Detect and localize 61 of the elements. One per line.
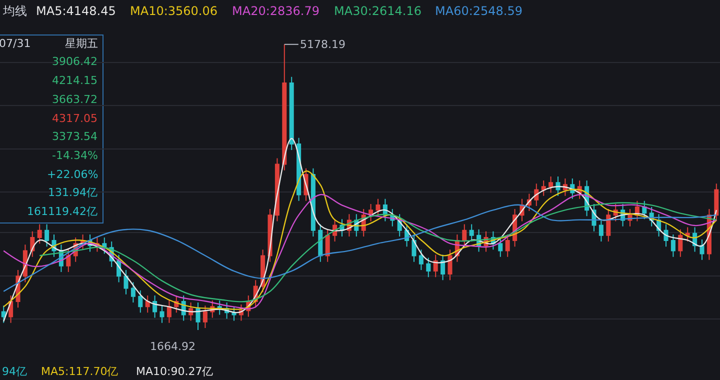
candlestick (598, 218, 604, 242)
candlestick (556, 176, 560, 196)
candlestick (440, 254, 446, 281)
candlestick (376, 198, 380, 217)
candlestick (418, 249, 424, 270)
candlestick (166, 300, 172, 324)
annotation: 161119.42亿 (27, 205, 98, 218)
candlestick (232, 306, 236, 322)
candlestick (469, 224, 474, 242)
candlestick (448, 249, 452, 281)
candlestick (37, 224, 42, 244)
candlestick (678, 228, 683, 258)
annotation: 3663.72 (52, 93, 98, 106)
annotation: 4214.15 (52, 74, 98, 87)
candlestick (152, 294, 158, 318)
candlestick (714, 183, 719, 222)
candlestick (433, 254, 438, 278)
annotation: 3906.42 (52, 55, 98, 68)
text: MA5:4148.45 (36, 4, 116, 18)
annotation: -14.34% (52, 149, 98, 162)
candlestick (66, 249, 71, 273)
candlestick (138, 290, 143, 314)
annotation: 131.94亿 (48, 186, 98, 199)
candlestick (196, 302, 200, 330)
annotation: +22.06% (47, 168, 98, 181)
candlestick (368, 203, 374, 222)
text: MA30:2614.16 (334, 4, 422, 18)
candlestick (289, 76, 294, 151)
legend-title: 均线 (2, 4, 27, 18)
candlestick (412, 234, 416, 262)
candlestick (548, 176, 554, 194)
candlestick (282, 44, 287, 171)
candlestick (685, 226, 690, 242)
annotation: 4317.05 (52, 112, 98, 125)
text: MA60:2548.59 (435, 4, 522, 18)
candlestick (700, 239, 704, 260)
text: 94亿 (2, 365, 27, 378)
candlestick (606, 208, 611, 242)
text: MA10:90.27亿 (136, 365, 214, 378)
candlestick (124, 269, 128, 295)
candlestick (145, 294, 150, 314)
annotation: 07/31 (0, 37, 31, 50)
candlestick (541, 180, 546, 196)
candlestick (130, 282, 136, 304)
candlestick (426, 257, 431, 278)
annotation: 5178.19 (300, 38, 346, 51)
candlestick (160, 305, 164, 324)
candlestick (498, 236, 503, 258)
text: 1664.92 (150, 340, 196, 353)
candlestick (462, 224, 467, 248)
text: MA20:2836.79 (232, 4, 320, 18)
candlestick (325, 228, 330, 262)
candlestick (670, 234, 676, 258)
annotation: 3373.54 (52, 130, 98, 143)
text: MA10:3560.06 (130, 4, 218, 18)
annotation: 星期五 (65, 37, 98, 50)
candlestick (202, 305, 208, 328)
candlestick (318, 224, 323, 262)
candlestick (1, 305, 6, 324)
candlestick (44, 224, 50, 248)
text: MA5:117.70亿 (41, 365, 118, 378)
